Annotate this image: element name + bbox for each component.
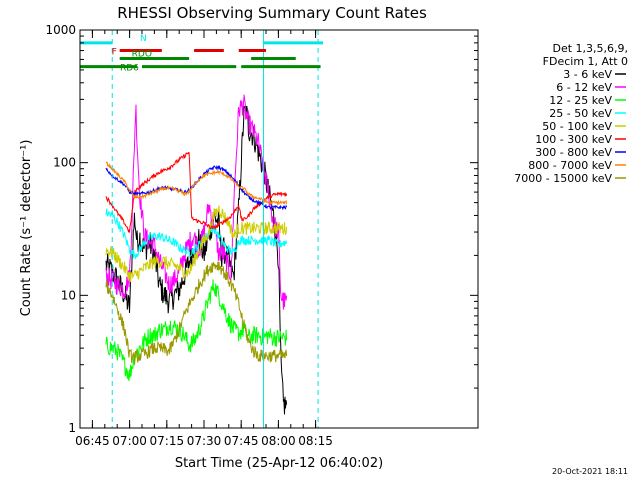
chart-title: RHESSI Observing Summary Count Rates	[117, 4, 427, 22]
x-tick-label-3: 07:30	[187, 434, 222, 448]
footer-timestamp: 20-Oct-2021 18:11	[552, 467, 628, 476]
x-tick-label-0: 06:45	[75, 434, 110, 448]
series-line-4	[105, 205, 288, 283]
legend-entry-6: 300 - 800 keV	[535, 146, 612, 159]
flag-label-3: RD6	[120, 64, 139, 74]
x-axis-label: Start Time (25-Apr-12 06:40:02)	[175, 456, 383, 471]
legend-entry-2: 12 - 25 keV	[549, 94, 612, 107]
legend-entry-1: 6 - 12 keV	[556, 81, 612, 94]
legend-entry-0: 3 - 6 keV	[563, 68, 612, 81]
x-tick-label-4: 07:45	[224, 434, 259, 448]
y-tick-label-2: 100	[53, 156, 76, 170]
legend: Det 1,3,5,6,9,FDecim 1, Att 03 - 6 keV6 …	[514, 42, 628, 185]
y-tick-label-0: 1	[68, 421, 76, 435]
legend-entry-5: 100 - 300 keV	[535, 133, 612, 146]
legend-header-1: FDecim 1, Att 0	[543, 55, 628, 68]
y-axis-label: Count Rate (s⁻¹ detector⁻¹)	[19, 140, 34, 317]
series-line-8	[105, 261, 288, 364]
flag-label-2: RDO	[132, 49, 152, 59]
flag-label-0: N	[140, 34, 147, 44]
legend-entry-4: 50 - 100 keV	[542, 120, 612, 133]
x-tick-label-5: 08:00	[261, 434, 296, 448]
series-line-1	[105, 94, 288, 310]
legend-entry-8: 7000 - 15000 keV	[514, 172, 612, 185]
series-line-7	[105, 161, 288, 206]
series-line-5	[105, 151, 288, 234]
series-line-6	[105, 164, 288, 211]
x-tick-label-1: 07:00	[112, 434, 147, 448]
flag-label-1: F	[112, 48, 117, 58]
series-line-3	[105, 208, 288, 260]
data-layer	[80, 30, 324, 428]
x-tick-label-2: 07:15	[150, 434, 185, 448]
plot-area: N F RDO RD6	[80, 30, 324, 428]
y-tick-label-1: 10	[61, 288, 76, 302]
x-tick-label-6: 08:15	[298, 434, 333, 448]
axes: 06:45 07:00 07:15 07:30 07:45 08:00 08:15 1 10 10…	[45, 23, 479, 448]
y-tick-label-3: 1000	[45, 23, 76, 37]
plot-frame	[79, 29, 479, 429]
legend-entry-7: 800 - 7000 keV	[528, 159, 612, 172]
series-line-2	[105, 279, 288, 382]
legend-entry-3: 25 - 50 keV	[549, 107, 612, 120]
legend-header-0: Det 1,3,5,6,9,	[552, 42, 628, 55]
